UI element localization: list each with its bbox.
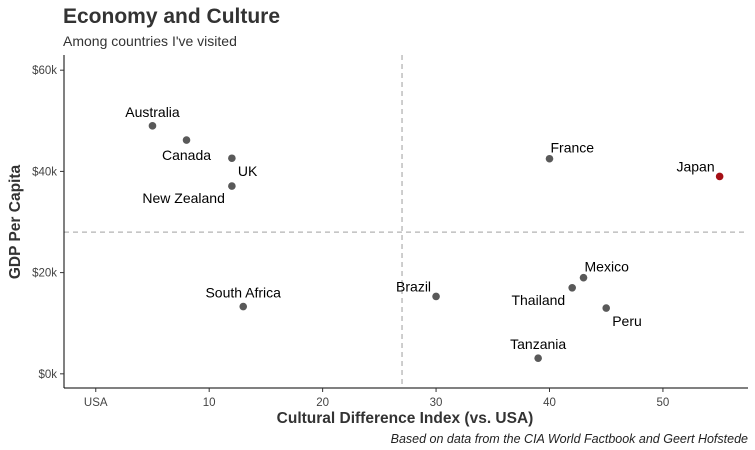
- reference-lines: [64, 55, 748, 388]
- data-points: [148, 122, 724, 362]
- point-canada: [182, 136, 191, 144]
- x-tick-label: 20: [316, 397, 329, 409]
- point-thailand: [568, 283, 576, 292]
- x-axis-title: Cultural Difference Index (vs. USA): [277, 410, 534, 427]
- y-tick-label: $20k: [32, 268, 57, 280]
- label-france: France: [550, 140, 594, 156]
- label-south-africa: South Africa: [205, 285, 281, 301]
- point-france: [545, 154, 554, 163]
- label-mexico: Mexico: [585, 259, 630, 275]
- y-tick-label: $40k: [32, 166, 57, 178]
- x-tick-label: 40: [543, 397, 556, 409]
- x-tick-label: 50: [657, 397, 670, 409]
- chart-subtitle: Among countries I've visited: [63, 33, 237, 49]
- label-peru: Peru: [612, 313, 642, 329]
- point-uk: [228, 154, 236, 163]
- y-tick-label: $0k: [38, 369, 57, 381]
- axes: USA 10 20 30 40 50 $0k $20k $40k $60k: [32, 55, 748, 409]
- point-mexico: [579, 273, 588, 282]
- x-tick-label: USA: [84, 397, 108, 409]
- label-japan: Japan: [676, 158, 714, 174]
- point-labels: Australia Canada UK New Zealand South Africa…: [125, 104, 714, 352]
- y-tick-label: $60k: [32, 65, 57, 77]
- point-peru: [602, 304, 611, 312]
- label-uk: UK: [238, 163, 258, 179]
- point-new-zealand: [228, 182, 236, 190]
- label-brazil: Brazil: [396, 278, 431, 294]
- x-tick-label: 30: [430, 397, 443, 409]
- point-australia: [148, 122, 157, 130]
- chart-caption: Based on data from the CIA World Factboo…: [391, 432, 748, 446]
- chart-title: Economy and Culture: [63, 5, 280, 28]
- label-tanzania: Tanzania: [510, 336, 566, 352]
- point-tanzania: [534, 354, 542, 362]
- y-axis-title: GDP Per Capita: [7, 164, 24, 279]
- label-new-zealand: New Zealand: [142, 190, 225, 206]
- point-south-africa: [239, 302, 248, 311]
- label-australia: Australia: [125, 104, 180, 120]
- label-canada: Canada: [162, 147, 211, 163]
- x-tick-label: 10: [203, 397, 216, 409]
- point-brazil: [432, 292, 440, 301]
- label-thailand: Thailand: [511, 292, 565, 308]
- point-japan: [715, 172, 724, 181]
